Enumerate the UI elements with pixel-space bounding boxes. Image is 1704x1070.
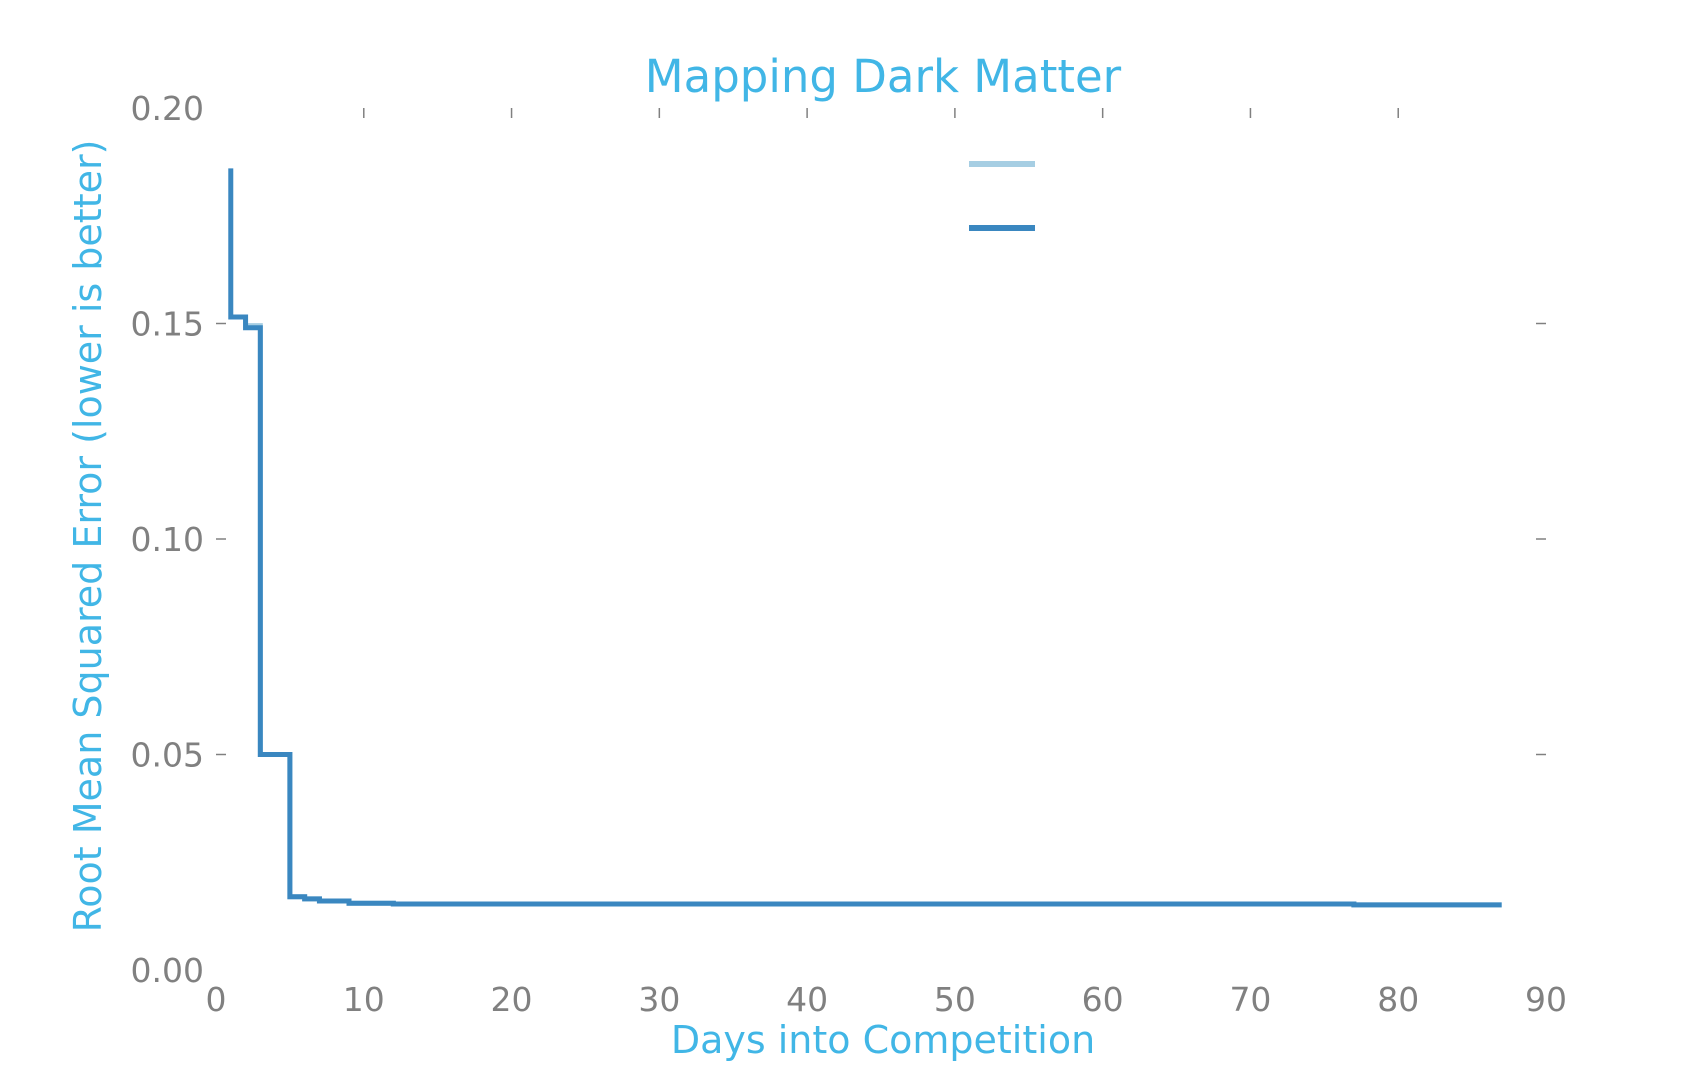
axis-ticks: 0 10 20 30 40 50 60 70 80 90 0.00 0.05 0.10 0.15 0.20 (131, 89, 1567, 1019)
y-tick-label: 0.00 (131, 951, 204, 990)
y-tick-label: 0.20 (131, 89, 204, 128)
x-tick-label: 20 (491, 980, 533, 1019)
legend (969, 161, 1035, 231)
x-tick-label: 80 (1377, 980, 1419, 1019)
series-line-1 (230, 314, 1502, 908)
plot-series (228, 168, 1502, 908)
y-tick-label: 0.05 (131, 736, 204, 775)
chart-title: Mapping Dark Matter (645, 50, 1122, 103)
x-tick-label: 50 (934, 980, 976, 1019)
y-tick-label: 0.10 (131, 520, 204, 559)
x-tick-label: 30 (638, 980, 680, 1019)
x-tick-label: 60 (1082, 980, 1124, 1019)
y-tick-label: 0.15 (131, 305, 204, 344)
x-tick-label: 90 (1525, 980, 1567, 1019)
x-axis-label: Days into Competition (671, 1018, 1095, 1062)
y-axis-label: Root Mean Squared Error (lower is better… (66, 140, 110, 933)
series-line-2 (228, 168, 1502, 908)
x-tick-label: 10 (343, 980, 385, 1019)
x-tick-label: 70 (1229, 980, 1271, 1019)
x-tick-label: 0 (206, 980, 227, 1019)
x-tick-label: 40 (786, 980, 828, 1019)
